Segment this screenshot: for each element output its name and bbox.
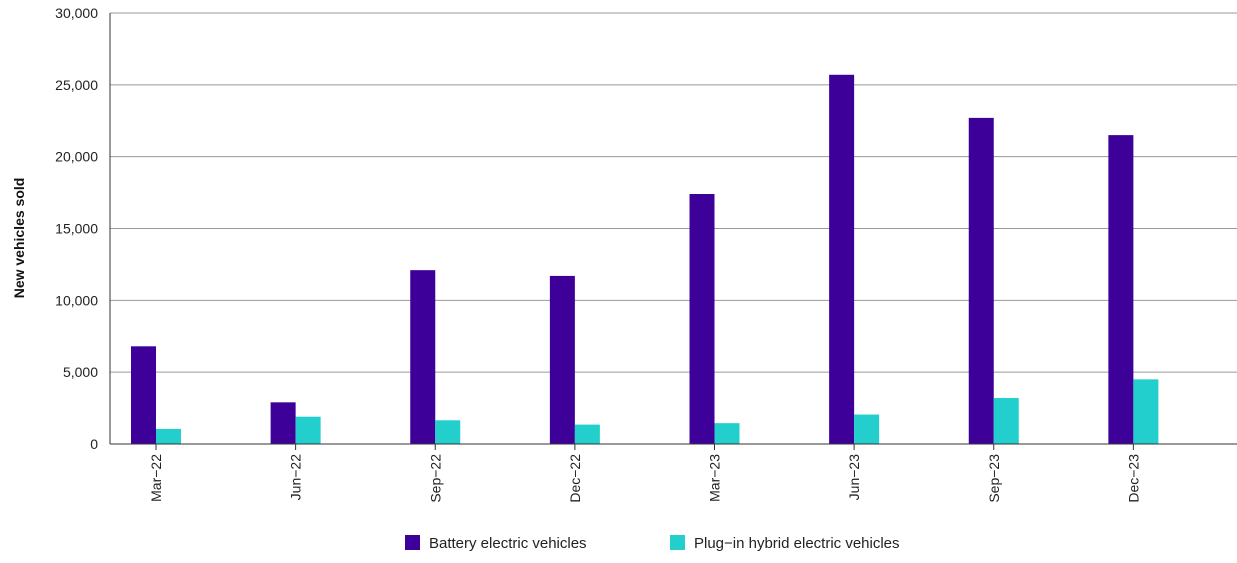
bars: [131, 74, 1159, 445]
bar-bev: [270, 402, 296, 444]
bar-bev: [549, 275, 575, 444]
bar-phev: [156, 428, 181, 444]
y-tick-label: 15,000: [55, 221, 98, 237]
y-tick-label: 0: [90, 436, 98, 452]
bar-phev: [714, 423, 740, 444]
x-tick-label: Jun−23: [846, 454, 862, 501]
x-tick-label: Sep−22: [427, 454, 443, 503]
y-axis-title: New vehicles sold: [11, 178, 27, 299]
y-tick-label: 10,000: [55, 292, 98, 308]
bar-bev: [689, 194, 715, 444]
legend: Battery electric vehicles Plug−in hybrid …: [405, 535, 900, 552]
x-tick-label: Mar−22: [148, 454, 164, 502]
y-tick-label: 30,000: [55, 5, 98, 21]
y-tick-label: 20,000: [55, 149, 98, 165]
legend-label: Battery electric vehicles: [429, 535, 587, 552]
x-tick-label: Mar−23: [707, 454, 723, 502]
x-tick-label: Sep−23: [986, 454, 1002, 503]
bar-bev: [1108, 135, 1134, 444]
gridlines: [110, 12, 1237, 373]
bar-phev: [435, 420, 461, 444]
bar-bev: [131, 346, 156, 444]
bar-phev: [295, 416, 321, 444]
bar-phev: [574, 424, 600, 444]
y-tick-label: 25,000: [55, 77, 98, 93]
bar-phev: [1133, 379, 1159, 444]
bar-bev: [829, 74, 855, 444]
x-tick-label: Dec−23: [1125, 454, 1141, 503]
bar-phev: [993, 398, 1019, 444]
x-tick-label: Dec−22: [567, 454, 583, 503]
legend-swatch: [670, 535, 685, 550]
axes: 0 5,000 10,000 15,000 20,000 25,000 30,000 Mar−…: [55, 5, 1237, 503]
legend-label: Plug−in hybrid electric vehicles: [694, 535, 900, 552]
bar-phev: [854, 414, 880, 444]
bar-bev: [968, 117, 994, 445]
bar-bev: [410, 270, 436, 444]
legend-swatch: [405, 535, 420, 550]
x-tick-label: Jun−22: [288, 454, 304, 501]
y-tick-label: 5,000: [63, 364, 98, 380]
